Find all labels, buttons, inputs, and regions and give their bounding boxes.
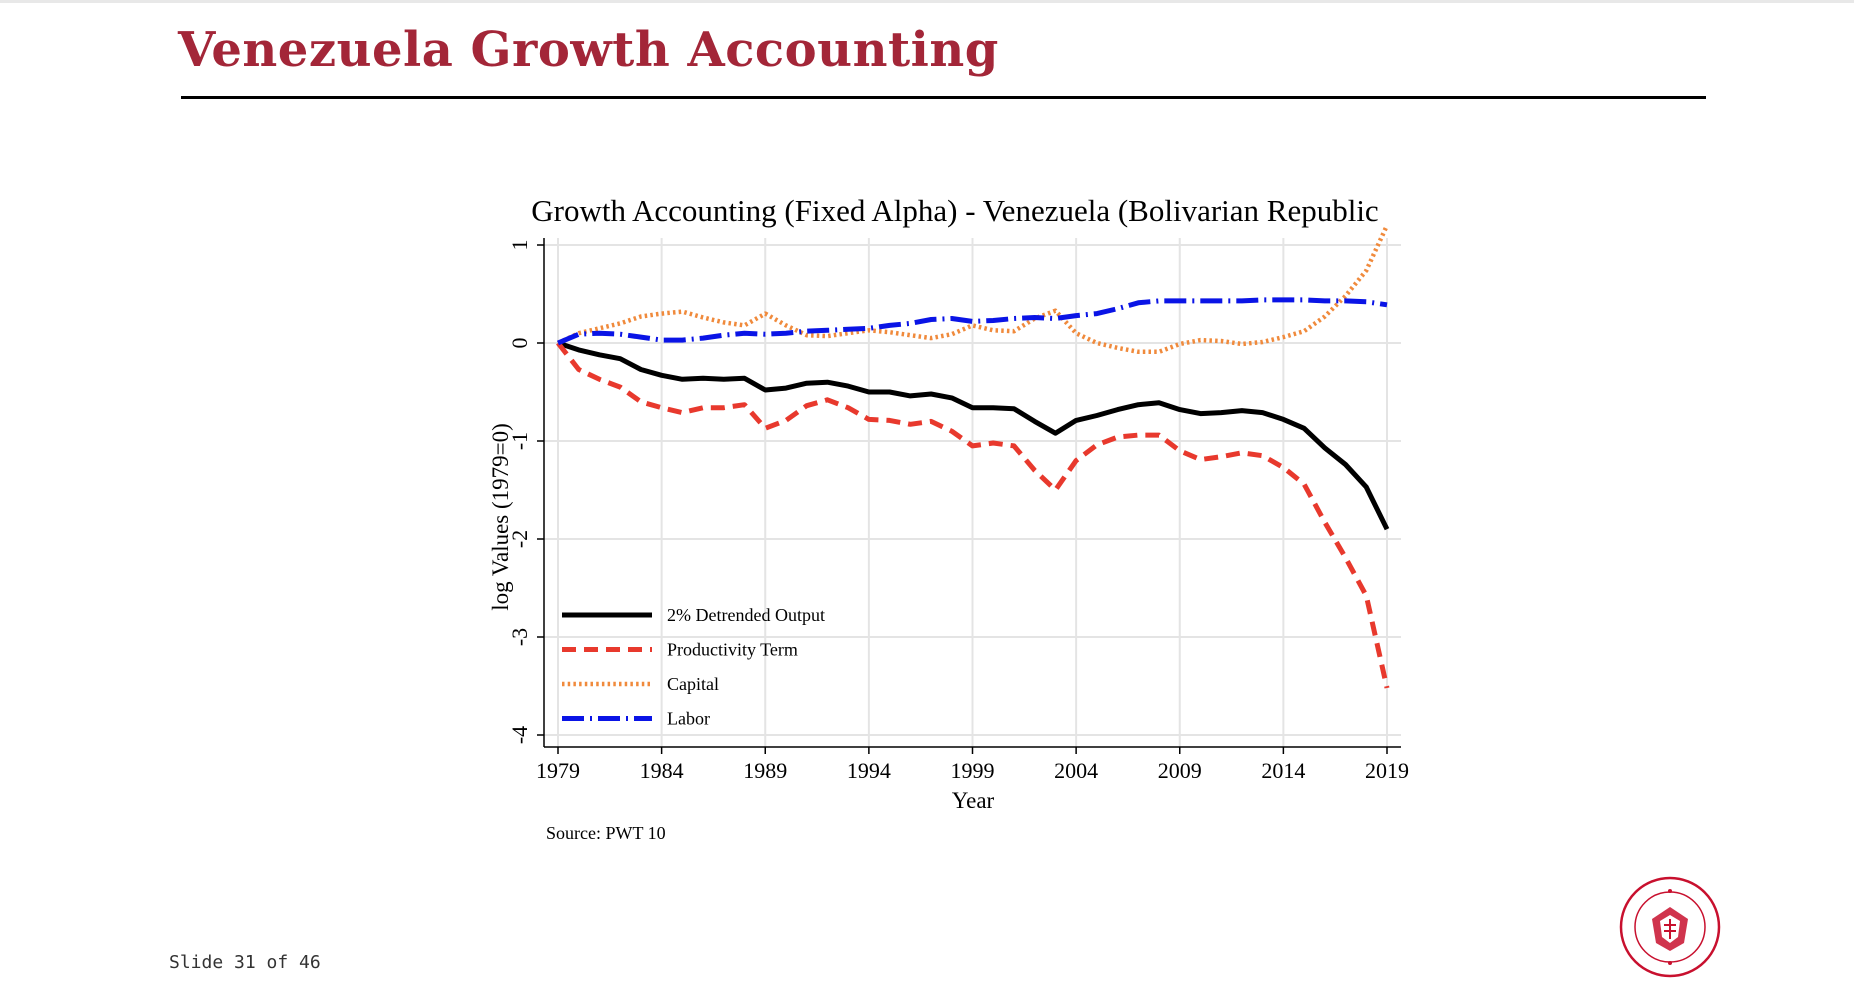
chart-title: Growth Accounting (Fixed Alpha) - Venezu… <box>531 193 1378 228</box>
chart: Growth Accounting (Fixed Alpha) - Venezu… <box>470 185 1450 855</box>
x-tick-label: 2004 <box>1054 758 1098 783</box>
axes: 1979 1984 1989 1994 1999 2004 2009 2014 2019 -4 -3… <box>507 238 1409 783</box>
y-tick-label: 1 <box>507 240 532 251</box>
x-tick-label: 2019 <box>1365 758 1409 783</box>
y-tick-label: 0 <box>507 338 532 349</box>
x-tick-label: 2009 <box>1158 758 1202 783</box>
grid-lines <box>544 238 1401 747</box>
slide-title: Venezuela Growth Accounting <box>178 22 999 78</box>
series-line-productivity-term <box>556 341 1390 689</box>
legend: 2% Detrended Output Productivity Term Capi… <box>562 605 825 729</box>
y-tick-label: -4 <box>507 726 532 744</box>
x-tick-label: 1984 <box>640 758 684 783</box>
title-underline <box>181 96 1706 99</box>
x-tick-label: 1979 <box>536 758 580 783</box>
legend-label-capital: Capital <box>667 674 719 694</box>
top-border <box>0 0 1854 3</box>
series-line-labor <box>557 297 1388 346</box>
source-note: Source: PWT 10 <box>546 823 666 843</box>
legend-label-productivity-term: Productivity Term <box>667 640 798 660</box>
y-tick-label: -1 <box>507 432 532 450</box>
y-tick-label: -3 <box>507 628 532 646</box>
x-axis-label: Year <box>952 788 995 813</box>
series-lines <box>556 224 1390 689</box>
x-tick-label: 1989 <box>743 758 787 783</box>
y-axis-label: log Values (1979=0) <box>488 423 513 611</box>
university-seal-logo <box>1619 876 1721 978</box>
chart-canvas: Growth Accounting (Fixed Alpha) - Venezu… <box>488 193 1409 843</box>
slide-number: Slide 31 of 46 <box>169 952 321 973</box>
x-tick-label: 1994 <box>847 758 891 783</box>
x-tick-label: 2014 <box>1261 758 1305 783</box>
y-tick-label: -2 <box>507 530 532 548</box>
x-tick-label: 1999 <box>951 758 995 783</box>
series-line-2-detrended-output <box>557 340 1390 531</box>
legend-label-2-detrended-output: 2% Detrended Output <box>667 605 825 625</box>
legend-label-labor: Labor <box>667 709 710 729</box>
series-line-capital <box>557 224 1390 355</box>
